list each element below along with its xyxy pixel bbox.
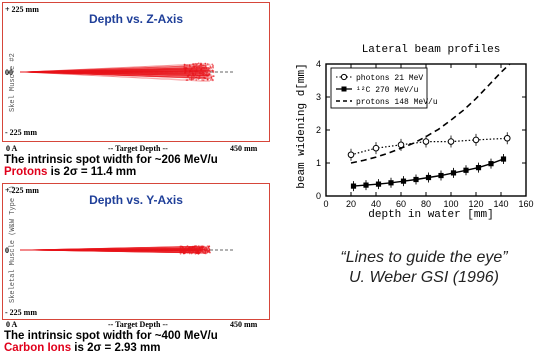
top-simulation-panel: + 225 mm Depth vs. Z-Axis 00 - 225 mm Sk… (2, 2, 270, 147)
bottom-caption-line1: The intrinsic spot width for ~400 MeV/u (4, 330, 218, 342)
x-tick-label: 160 (518, 199, 533, 209)
legend-label: protons 148 MeV/u (356, 98, 438, 107)
y-tick-label: 0 (316, 191, 321, 201)
legend-label: ¹²C 270 MeV/u (356, 86, 419, 95)
bottom-ybot-label: - 225 mm (5, 308, 37, 317)
legend-label: photons 21 MeV (356, 74, 423, 83)
bottom-caption: The intrinsic spot width for ~400 MeV/u … (4, 330, 218, 354)
photons-point (423, 139, 429, 145)
carbon-point (413, 177, 418, 182)
bottom-caption-rest: is 2σ = 2.93 mm (71, 342, 160, 354)
carbon-point (351, 184, 356, 189)
y-tick-label: 1 (316, 158, 321, 168)
photons-point (473, 137, 479, 143)
x-tick-label: 80 (421, 199, 431, 209)
legend-swatch (341, 74, 346, 79)
bottom-caption-highlight: Carbon Ions (4, 342, 71, 354)
y-tick-label: 3 (316, 92, 321, 102)
legend-swatch (342, 87, 347, 92)
top-caption-line1: The intrinsic spot width for ~206 MeV/u (4, 154, 218, 166)
photons-point (448, 139, 454, 145)
bottom-simulation-panel: + 225 mm Depth vs. Y-Axis 0 - 225 mm Ske… (2, 183, 270, 325)
top-ybot-label: - 225 mm (5, 128, 37, 137)
quote-line1: “Lines to guide the eye” (312, 248, 536, 268)
x-tick-label: 140 (493, 199, 508, 209)
top-caption-rest: is 2σ = 11.4 mm (47, 166, 136, 178)
x-tick-label: 40 (371, 199, 381, 209)
top-x-axis-labels: 0 A -- Target Depth -- 450 mm (2, 144, 270, 154)
carbon-point (376, 182, 381, 187)
series-1 (351, 154, 506, 191)
carbon-point (476, 165, 481, 170)
bottom-plot-title: Depth vs. Y-Axis (89, 193, 183, 207)
carbon-point (363, 183, 368, 188)
carbon-point (426, 175, 431, 180)
photons-point (504, 135, 510, 141)
x-tick-label: 60 (396, 199, 406, 209)
carbon-point (451, 170, 456, 175)
y-tick-label: 4 (316, 59, 321, 69)
y-tick-label: 2 (316, 125, 321, 135)
top-plot-title: Depth vs. Z-Axis (89, 12, 183, 26)
top-ytop-label: + 225 mm (5, 5, 39, 14)
photons-point (348, 152, 354, 158)
x-tick-label: 0 (323, 199, 328, 209)
carbon-point (501, 156, 506, 161)
carbon-point (388, 180, 393, 185)
chart-xlabel: depth in water [mm] (368, 209, 493, 220)
top-caption-highlight: Protons (4, 166, 47, 178)
chart-title: Lateral beam profiles (362, 44, 501, 56)
quote-line2: U. Weber GSI (1996) (312, 268, 536, 288)
top-caption: The intrinsic spot width for ~206 MeV/u … (4, 154, 218, 178)
chart-legend: photons 21 MeV ¹²C 270 MeV/u protons 148 M… (331, 68, 438, 108)
lateral-profiles-svg: Lateral beam profiles beam widening d[mm… (288, 38, 544, 220)
top-xright-label: 450 mm (230, 144, 257, 153)
attribution-quote: “Lines to guide the eye” U. Weber GSI (1… (312, 248, 536, 288)
bottom-simulation-plot: + 225 mm Depth vs. Y-Axis 0 - 225 mm Ske… (2, 183, 270, 320)
series-0 (348, 132, 510, 161)
carbon-point (463, 168, 468, 173)
bottom-x-axis-labels: 0 A -- Target Depth -- 450 mm (2, 320, 270, 330)
bottom-ylabel: Skeletal Muscle (W&W Type 1) (9, 185, 17, 303)
bottom-xleft-label: 0 A (6, 320, 17, 329)
x-tick-label: 100 (443, 199, 458, 209)
top-ylabel: Skel Muscle #2 (9, 53, 17, 112)
carbon-point (438, 173, 443, 178)
bottom-xright-label: 450 mm (230, 320, 257, 329)
x-tick-label: 20 (346, 199, 356, 209)
chart-ylabel: beam widening d[mm] (296, 63, 308, 188)
top-xmid-label: -- Target Depth -- (108, 144, 168, 153)
top-simulation-plot: + 225 mm Depth vs. Z-Axis 00 - 225 mm Sk… (2, 2, 270, 142)
top-xleft-label: 0 A (6, 144, 17, 153)
carbon-point (488, 161, 493, 166)
x-tick-label: 120 (468, 199, 483, 209)
carbon-point (401, 179, 406, 184)
bottom-xmid-label: -- Target Depth -- (108, 320, 168, 329)
photons-point (373, 145, 379, 151)
lateral-profiles-chart: Lateral beam profiles beam widening d[mm… (288, 38, 544, 225)
